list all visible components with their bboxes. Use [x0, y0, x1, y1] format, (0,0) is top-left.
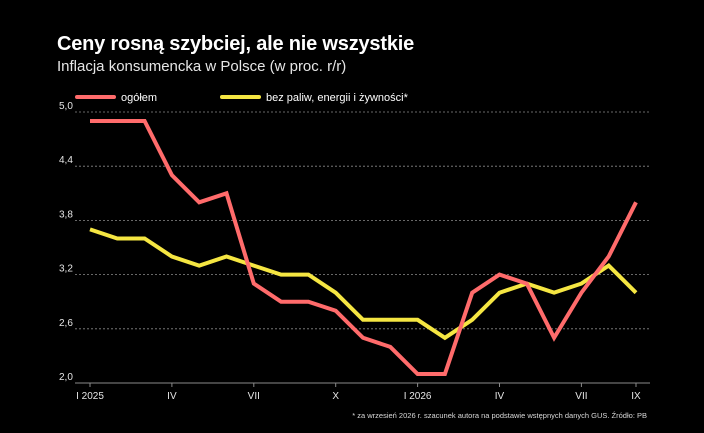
y-tick-label: 2,0 — [59, 372, 73, 383]
x-tick-label: I 2026 — [404, 391, 432, 402]
chart-subtitle: Inflacja konsumencka w Polsce (w proc. r… — [57, 58, 347, 75]
y-tick-label: 3,8 — [59, 209, 73, 220]
x-tick-label: VII — [248, 391, 260, 402]
chart-title: Ceny rosną szybciej, ale nie wszystkie — [57, 33, 415, 55]
x-tick-label: VII — [575, 391, 587, 402]
x-tick-label: IV — [495, 391, 505, 402]
y-tick-label: 2,6 — [59, 318, 73, 329]
y-axis-ticks: 5,0 4,4 3,8 3,2 2,6 2,0 — [59, 101, 73, 383]
series-line-ogolem — [90, 119, 638, 376]
footnote-source: * za wrzesień 2026 r. szacunek autora na… — [352, 411, 647, 420]
x-tick-label: I 2025 — [76, 391, 104, 402]
grid-lines — [75, 111, 650, 384]
legend-label-ogolem: ogółem — [121, 92, 157, 104]
y-tick-label: 3,2 — [59, 264, 73, 275]
x-tick-label: IV — [167, 391, 177, 402]
y-tick-label: 4,4 — [59, 155, 73, 166]
series-line-bazowa — [89, 227, 638, 341]
legend-label-bazowa: bez paliw, energii i żywności* — [266, 92, 409, 104]
x-tick-label: IX — [631, 391, 641, 402]
series-lines — [89, 119, 638, 376]
x-tick-label: X — [332, 391, 339, 402]
legend: ogółem bez paliw, energii i żywności* — [75, 92, 409, 104]
x-axis-ticks: I 2025 IV VII X I 2026 IV VII IX — [76, 383, 641, 402]
y-tick-label: 5,0 — [59, 101, 73, 112]
